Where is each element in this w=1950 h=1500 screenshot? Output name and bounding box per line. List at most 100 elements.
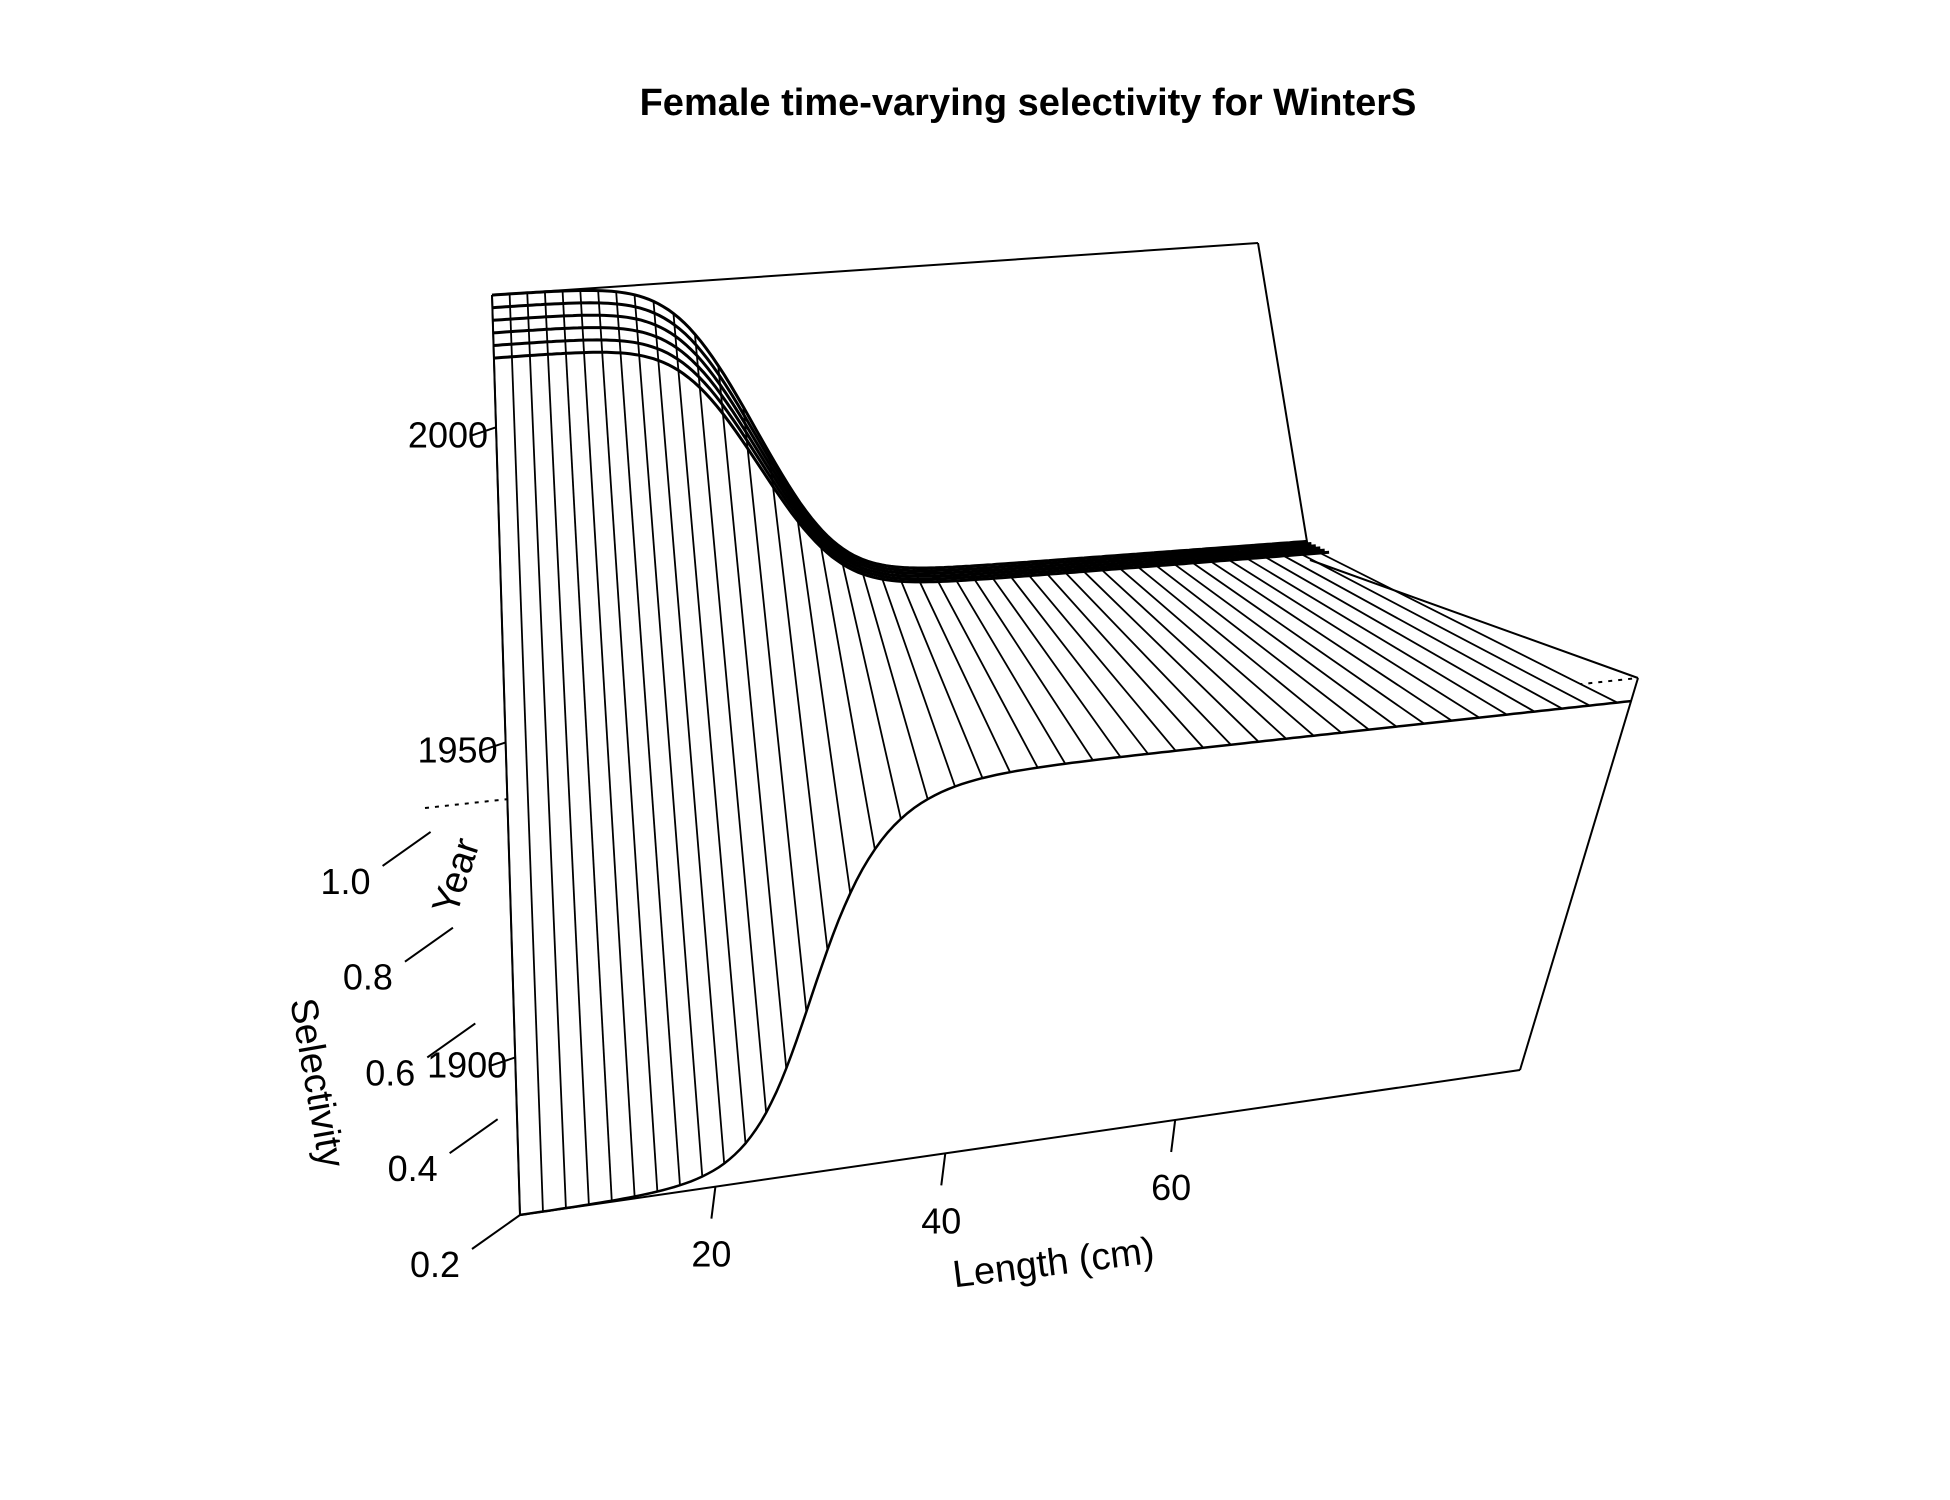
surface-facet <box>1247 557 1535 715</box>
surface-facet <box>493 344 512 359</box>
x-tick-mark <box>940 1153 947 1186</box>
surface-length-line <box>742 406 808 1012</box>
surface-length-line <box>1035 560 1204 749</box>
surface-length-line <box>894 566 984 779</box>
surface-facet <box>1047 572 1231 748</box>
surface-length-line <box>793 493 852 894</box>
surface-length-line <box>579 290 636 1197</box>
surface-length-line <box>1017 562 1177 752</box>
surface-length-line <box>1122 554 1342 734</box>
surface-facet <box>599 315 619 329</box>
surface-facet <box>509 292 528 307</box>
y-tick-label: 1900 <box>427 1044 507 1085</box>
surface-facet <box>527 304 547 318</box>
surface-length-line <box>561 290 613 1201</box>
surface-facet <box>601 340 621 353</box>
surface-length-line <box>1192 549 1453 722</box>
surface-facet <box>992 577 1149 757</box>
surface-length-line <box>633 294 704 1177</box>
surface-facet <box>583 340 603 353</box>
surface-facet <box>956 579 1093 764</box>
surface-facet <box>747 448 828 1012</box>
surface-facet <box>620 352 703 1186</box>
surface-facet <box>565 340 584 354</box>
surface-length-line <box>982 564 1122 758</box>
surface-year-line <box>493 338 1325 581</box>
x-axis-label: Length (cm) <box>950 1230 1156 1296</box>
surface-facet <box>562 290 582 304</box>
surface-facet <box>919 581 1038 773</box>
surface-facet <box>527 291 546 306</box>
surface-facet <box>821 547 901 850</box>
surface-year-line <box>492 301 1312 573</box>
surface-length-line <box>965 565 1094 761</box>
box-edge <box>1257 242 1311 561</box>
surface-facet <box>1083 570 1287 742</box>
surface-facet <box>547 340 566 355</box>
surface-length-line <box>1175 550 1425 725</box>
x-tick-label: 60 <box>1151 1167 1191 1208</box>
y-tick-label: 2000 <box>408 414 488 455</box>
surface-length-line <box>1052 559 1232 746</box>
surface-length-line <box>1297 541 1618 704</box>
surface-length-line <box>1280 542 1591 707</box>
surface-length-line <box>508 293 544 1212</box>
surface-facet <box>1138 565 1369 733</box>
z-tick-mark <box>426 1022 476 1059</box>
surface-facet <box>492 306 511 321</box>
y-tick-mark <box>481 741 506 752</box>
surface-length-line <box>1070 558 1260 743</box>
surface-year-line <box>493 350 1330 584</box>
surface-year-line <box>519 699 1632 1217</box>
surface-facet <box>1229 558 1507 718</box>
surface-length-line <box>717 365 788 1069</box>
surface-facet <box>598 290 617 304</box>
surface-facet <box>528 329 548 343</box>
surface-facet <box>1156 564 1397 730</box>
axes: 20 40 60 1900 1950 2000 0.2 0.4 0.6 0.8 1.0 <box>321 414 1192 1285</box>
surface-length-line <box>1245 545 1535 713</box>
chart-title: Female time-varying selectivity for Wint… <box>640 82 1417 124</box>
surface-facet <box>510 317 529 332</box>
surface-facet <box>600 327 620 341</box>
surface-length-line <box>526 292 567 1209</box>
y-tick-mark <box>490 1056 516 1067</box>
surface-length-line <box>816 524 876 850</box>
plot-box-front-edges <box>491 294 1639 1216</box>
surface-facet <box>1283 554 1590 709</box>
surface-facet <box>511 343 530 357</box>
surface-length-line <box>1262 543 1563 710</box>
surface-facet <box>564 327 584 341</box>
surface-facet <box>546 315 565 330</box>
surface-facet <box>1174 562 1425 727</box>
surface-facet <box>563 302 582 316</box>
z-tick-mark <box>449 1118 499 1155</box>
surface-facet <box>699 387 787 1113</box>
z-tick-mark <box>382 831 432 867</box>
surface-length-line <box>1087 556 1287 740</box>
y-tick-mark <box>471 426 497 437</box>
surface-facet <box>1211 560 1480 721</box>
z-tick-label: 0.2 <box>410 1244 460 1285</box>
surface-length-line <box>1157 551 1398 728</box>
surface-length-line <box>615 291 681 1186</box>
surface-facet <box>511 355 566 1212</box>
surface-facet <box>797 521 875 894</box>
surface-facet <box>618 328 639 344</box>
surface-facet <box>863 574 955 800</box>
surface-length-line <box>544 291 590 1205</box>
surface-length-line <box>672 313 747 1144</box>
surface-facet <box>678 370 767 1144</box>
surface-length-line <box>947 566 1067 765</box>
surface-facet <box>582 327 602 341</box>
z-tick-label: 0.4 <box>388 1148 438 1189</box>
y-axis-label: Year <box>425 833 489 919</box>
surface-facet <box>657 348 679 371</box>
surface-facet <box>619 340 640 356</box>
surface-facet <box>901 581 1011 779</box>
z-tick-label: 1.0 <box>321 861 371 902</box>
surface-length-line <box>694 334 768 1113</box>
surface-facet <box>882 579 983 787</box>
surface-facet <box>634 294 655 314</box>
